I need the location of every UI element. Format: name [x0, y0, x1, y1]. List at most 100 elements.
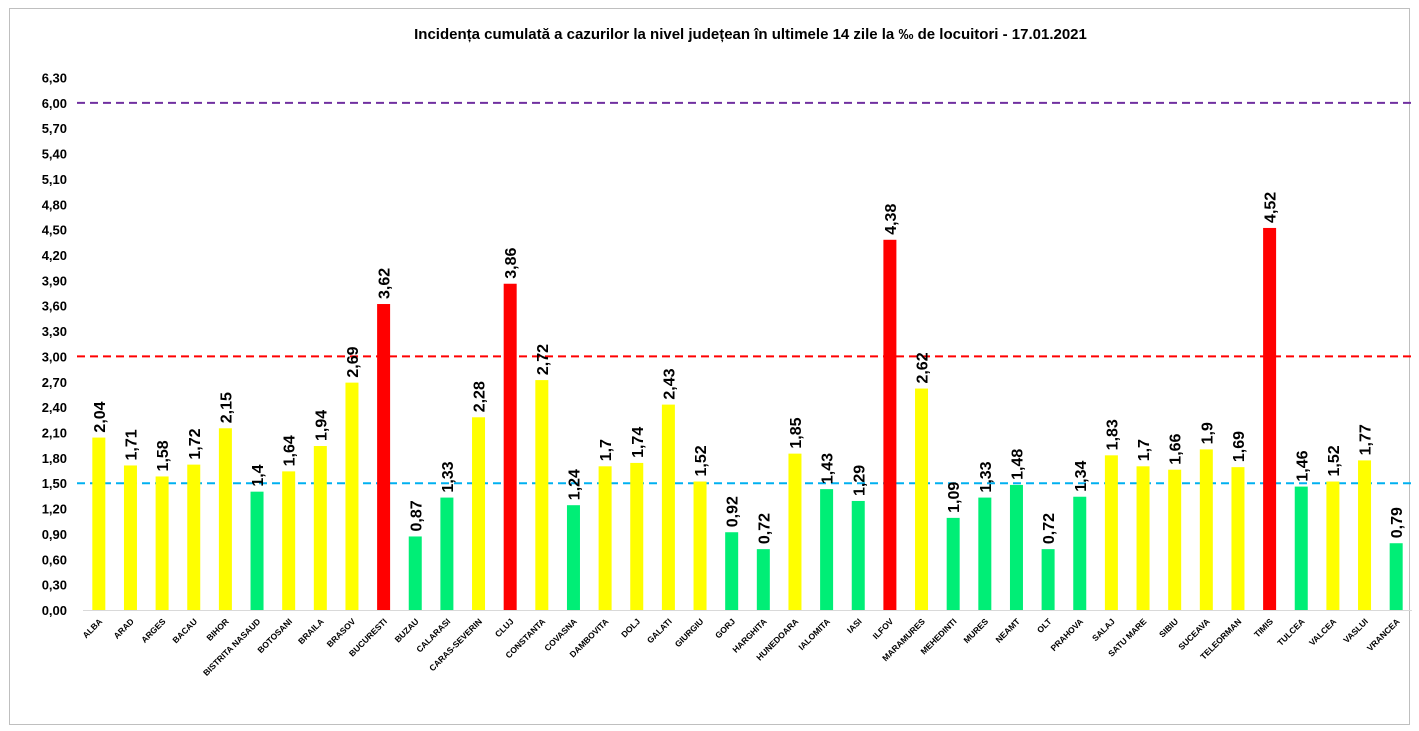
- bar: [440, 497, 454, 610]
- bar: [1231, 467, 1245, 610]
- bar: [946, 517, 960, 610]
- data-label: 1,9: [1199, 422, 1216, 444]
- x-tick-label: GIURGIU: [673, 616, 706, 649]
- bar: [978, 497, 992, 610]
- data-label: 2,28: [472, 381, 489, 412]
- bar: [345, 382, 359, 610]
- x-tick-label: BOTOSANI: [255, 616, 294, 655]
- x-tick-label: DOLJ: [619, 616, 642, 639]
- data-label: 2,15: [218, 392, 235, 423]
- bar: [313, 446, 327, 610]
- x-tick-label: SALAJ: [1090, 616, 1117, 643]
- x-tick-label: GALATI: [645, 616, 674, 645]
- x-tick-label: BACAU: [170, 616, 199, 645]
- x-tick-label: OLT: [1035, 616, 1054, 635]
- y-tick-label: 1,80: [42, 451, 67, 466]
- data-label: 1,29: [851, 465, 868, 496]
- bar: [1326, 481, 1340, 610]
- y-tick-label: 3,00: [42, 349, 67, 364]
- x-tick-label: ARGES: [139, 616, 168, 645]
- data-label: 1,4: [250, 464, 267, 486]
- data-label: 1,83: [1104, 419, 1121, 450]
- x-tick-label: ALBA: [80, 616, 104, 640]
- y-tick-label: 0,90: [42, 527, 67, 542]
- data-label: 1,94: [313, 410, 330, 441]
- bar: [250, 491, 264, 610]
- data-label: 0,72: [1041, 513, 1058, 544]
- x-tick-label: SIBIU: [1157, 616, 1180, 639]
- bar: [123, 465, 137, 610]
- data-label: 1,58: [155, 440, 172, 471]
- x-tick-label: GORJ: [713, 616, 737, 640]
- bar: [883, 239, 897, 611]
- y-tick-label: 0,30: [42, 578, 67, 593]
- data-label: 1,33: [440, 461, 457, 492]
- data-label: 1,74: [630, 427, 647, 458]
- bar: [535, 380, 549, 610]
- x-tick-label: PRAHOVA: [1048, 616, 1085, 653]
- data-label: 1,64: [282, 435, 299, 466]
- data-label: 1,34: [1073, 460, 1090, 491]
- bar: [1358, 460, 1372, 610]
- x-tick-label: VRANCEA: [1365, 616, 1402, 653]
- bar: [820, 489, 834, 610]
- data-label: 1,33: [978, 461, 995, 492]
- data-label: 4,38: [883, 204, 900, 235]
- y-axis: 0,00 0,30 0,60 0,90 1,20 1,50 1,80 2,10 2,40 2,70…: [42, 71, 67, 619]
- x-tick-label: BISTRITA NASAUD: [201, 616, 263, 678]
- x-tick-label: BRASOV: [325, 616, 358, 649]
- y-tick-label: 2,40: [42, 400, 67, 415]
- x-tick-label: ARAD: [111, 616, 135, 640]
- data-label: 1,77: [1358, 424, 1375, 455]
- data-label: 2,04: [92, 401, 109, 432]
- x-tick-label: TULCEA: [1275, 616, 1306, 647]
- y-tick-label: 1,20: [42, 502, 67, 517]
- data-label: 1,09: [946, 482, 963, 513]
- bar: [92, 437, 106, 610]
- data-label: 2,72: [535, 344, 552, 375]
- bar: [1294, 486, 1308, 610]
- bars: 2,04 1,71 1,58 1,72 2,15 1,4 1,64 1,94 2,69 3,62 0…: [92, 192, 1406, 611]
- y-tick-label: 4,80: [42, 197, 67, 212]
- data-label: 1,69: [1231, 431, 1248, 462]
- y-tick-label: 5,70: [42, 121, 67, 136]
- y-tick-label: 5,40: [42, 147, 67, 162]
- data-label: 1,46: [1294, 450, 1311, 481]
- bar: [1389, 543, 1403, 610]
- bar: [282, 471, 296, 610]
- x-tick-label: VASLUI: [1341, 616, 1370, 645]
- y-tick-label: 0,00: [42, 603, 67, 618]
- x-tick-label: BUZAU: [393, 616, 421, 644]
- bar: [566, 505, 580, 610]
- data-label: 3,86: [503, 247, 520, 278]
- data-label: 2,69: [345, 346, 362, 377]
- y-tick-label: 4,50: [42, 223, 67, 238]
- data-label: 1,7: [598, 439, 615, 461]
- reference-lines: [77, 101, 1412, 485]
- x-tick-label: NEAMT: [993, 616, 1022, 645]
- data-label: 2,62: [915, 352, 932, 383]
- data-label: 1,43: [820, 453, 837, 484]
- bar: [756, 549, 770, 610]
- data-label: 1,48: [1009, 449, 1026, 480]
- data-label: 0,79: [1389, 507, 1406, 538]
- y-tick-label: 0,60: [42, 552, 67, 567]
- bar: [630, 462, 644, 610]
- data-label: 0,87: [408, 500, 425, 531]
- bar: [915, 388, 929, 610]
- bar: [218, 428, 232, 610]
- y-tick-label: 1,50: [42, 476, 67, 491]
- x-tick-label: ILFOV: [871, 616, 896, 641]
- x-tick-label: CLUJ: [493, 616, 516, 639]
- bar: [1073, 496, 1087, 610]
- data-label: 0,92: [725, 496, 742, 527]
- bar: [851, 500, 865, 610]
- bar: [1009, 484, 1023, 610]
- bar: [472, 417, 486, 610]
- y-tick-label: 2,10: [42, 426, 67, 441]
- data-label: 1,66: [1168, 433, 1185, 464]
- bar: [788, 453, 802, 610]
- bar: [408, 536, 422, 610]
